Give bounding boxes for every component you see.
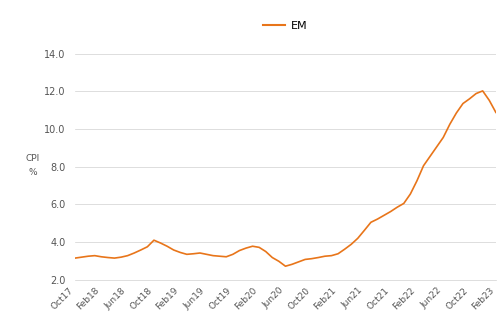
Text: %: %: [28, 168, 38, 177]
Legend: EM: EM: [263, 21, 308, 31]
Text: CPI: CPI: [26, 154, 40, 163]
